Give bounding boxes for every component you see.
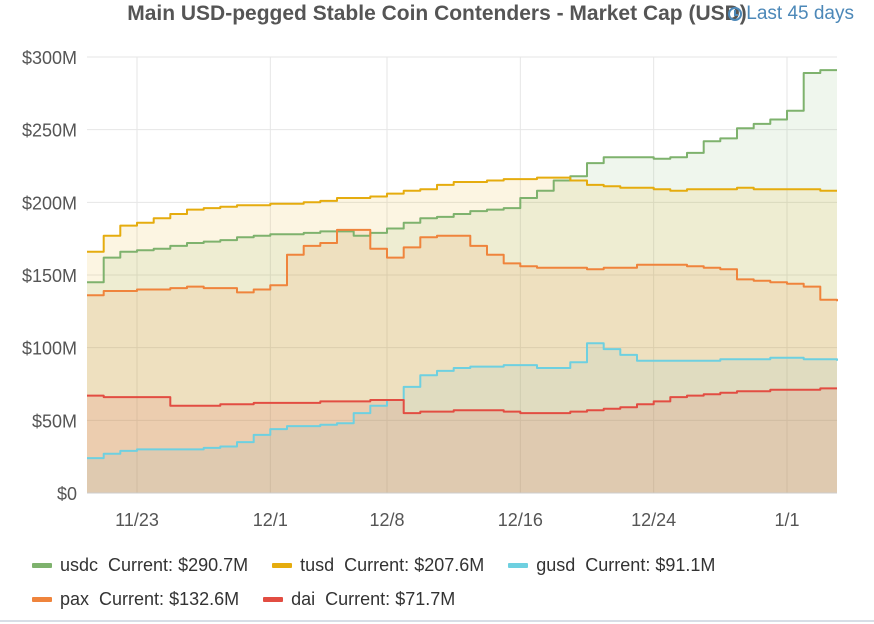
legend-row-1: usdc Current: $290.7M tusd Current: $207… bbox=[32, 548, 852, 582]
x-tick-label: 12/8 bbox=[369, 510, 404, 530]
market-cap-chart: $0 $50M $100M $150M $200M $250M $300M 11/23 12/1… bbox=[22, 48, 838, 530]
area-dai bbox=[87, 388, 837, 493]
legend-current-value: $71.7M bbox=[395, 588, 456, 609]
legend-current-label: Current: bbox=[344, 554, 410, 575]
clock-icon bbox=[728, 7, 743, 21]
x-tick-label: 1/1 bbox=[774, 510, 799, 530]
time-range-link[interactable]: Last 45 days bbox=[728, 3, 854, 25]
legend-current-value: $290.7M bbox=[178, 554, 249, 575]
line-gusd bbox=[87, 342, 838, 460]
y-tick-label: $200M bbox=[22, 193, 77, 213]
area-usdc bbox=[87, 70, 837, 493]
chart-lines bbox=[87, 69, 838, 460]
legend-item-gusd[interactable]: gusd Current: $91.1M bbox=[508, 555, 715, 576]
y-tick-label: $300M bbox=[22, 48, 77, 68]
legend-swatch-usdc bbox=[32, 562, 52, 568]
legend-swatch-tusd bbox=[272, 562, 293, 568]
area-gusd bbox=[87, 343, 837, 493]
line-dai bbox=[87, 387, 837, 415]
time-range-label: Last 45 days bbox=[746, 3, 854, 24]
legend-current-label: Current: bbox=[99, 588, 165, 609]
y-tick-label: $250M bbox=[22, 121, 77, 141]
line-tusd bbox=[87, 176, 837, 253]
legend-series-name: dai bbox=[291, 588, 316, 609]
legend-item-tusd[interactable]: tusd Current: $207.6M bbox=[272, 555, 484, 576]
legend-series-name: gusd bbox=[536, 554, 576, 575]
legend-current-label: Current: bbox=[585, 554, 651, 575]
legend-current-value: $91.1M bbox=[655, 554, 716, 575]
legend-swatch-dai bbox=[263, 596, 284, 602]
y-tick-label: $0 bbox=[57, 484, 77, 504]
legend-current-label: Current: bbox=[108, 554, 174, 575]
chart-title: Main USD-pegged Stable Coin Contenders -… bbox=[127, 2, 747, 25]
legend-item-pax[interactable]: pax Current: $132.6M bbox=[32, 589, 239, 610]
legend-series-name: usdc bbox=[60, 554, 99, 575]
panel-bottom-border bbox=[0, 620, 874, 622]
legend-swatch-pax bbox=[32, 596, 52, 602]
line-pax bbox=[87, 228, 838, 302]
x-tick-label: 12/24 bbox=[631, 510, 676, 530]
legend-item-usdc[interactable]: usdc Current: $290.7M bbox=[32, 555, 248, 576]
legend-row-2: pax Current: $132.6M dai Current: $71.7M bbox=[32, 582, 852, 616]
legend-series-name: tusd bbox=[300, 554, 335, 575]
y-tick-label: $50M bbox=[32, 411, 77, 431]
area-pax bbox=[87, 229, 837, 493]
chart-legend: usdc Current: $290.7M tusd Current: $207… bbox=[32, 548, 852, 616]
legend-current-value: $207.6M bbox=[414, 554, 485, 575]
y-tick-label: $100M bbox=[22, 339, 77, 359]
chart-areas bbox=[87, 70, 837, 493]
x-tick-label: 12/1 bbox=[253, 510, 288, 530]
y-tick-label: $150M bbox=[22, 266, 77, 286]
legend-series-name: pax bbox=[60, 588, 90, 609]
line-usdc bbox=[87, 69, 837, 284]
x-tick-label: 11/23 bbox=[115, 510, 159, 530]
x-tick-label: 12/16 bbox=[498, 510, 543, 530]
legend-swatch-gusd bbox=[508, 562, 529, 568]
chart-axes: $0 $50M $100M $150M $200M $250M $300M 11/23 12/1… bbox=[22, 48, 837, 530]
legend-current-label: Current: bbox=[325, 588, 391, 609]
legend-current-value: $132.6M bbox=[169, 588, 240, 609]
area-tusd bbox=[87, 177, 837, 493]
legend-item-dai[interactable]: dai Current: $71.7M bbox=[263, 589, 455, 610]
